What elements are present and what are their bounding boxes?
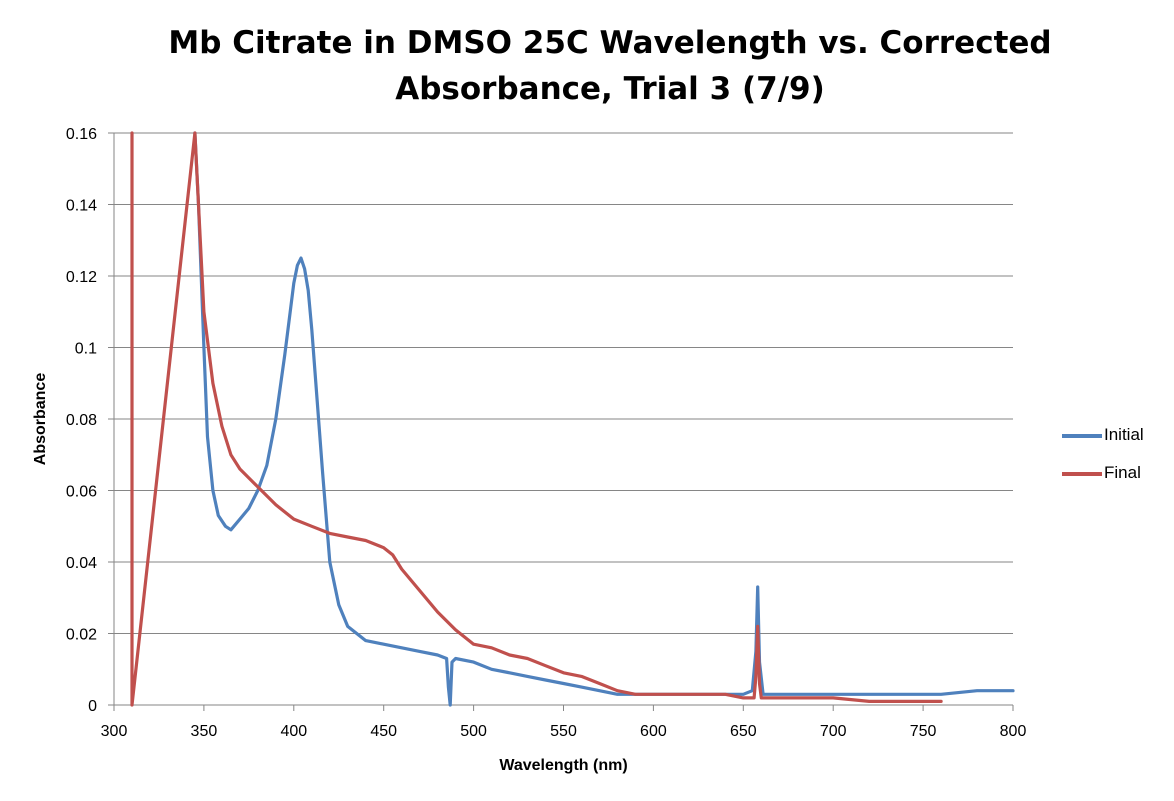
y-tick-label-1: 0.02 [66,627,97,644]
y-tick-label-6: 0.12 [66,269,97,286]
series-lines [130,131,1015,707]
x-tick-label-6: 600 [640,723,667,740]
tick-labels: 0 0.02 0.04 0.06 0.08 0.1 0.12 0.14 0.16 300 350 40… [66,126,1027,740]
legend-label-initial: Initial [1104,425,1144,444]
y-tick-label-0: 0 [88,698,97,715]
x-tick-label-4: 500 [460,723,487,740]
x-tick-label-5: 550 [550,723,577,740]
x-tick-label-1: 350 [191,723,218,740]
x-tick-label-10: 800 [1000,723,1027,740]
y-tick-label-8: 0.16 [66,126,97,143]
y-tick-label-2: 0.04 [66,555,97,572]
series-line-final [130,131,943,707]
legend-label-final: Final [1104,463,1141,482]
axes [108,132,1014,711]
legend-item-initial: Initial [1062,424,1172,462]
x-tick-label-0: 300 [101,723,128,740]
chart-title-line-2: Absorbance, Trial 3 (7/9) [395,71,825,107]
y-axis-title: Absorbance [32,373,49,466]
x-tick-label-2: 400 [280,723,307,740]
legend-item-final: Final [1062,462,1172,500]
chart-title-line-1: Mb Citrate in DMSO 25C Wavelength vs. Co… [168,25,1052,61]
y-tick-label-4: 0.08 [66,412,97,429]
chart-title: Mb Citrate in DMSO 25C Wavelength vs. Co… [150,20,1070,112]
gridlines [114,132,1013,634]
x-tick-label-7: 650 [730,723,757,740]
legend-swatch-final [1062,472,1102,476]
legend: Initial Final [1062,424,1172,500]
x-tick-label-3: 450 [370,723,397,740]
x-tick-label-9: 750 [910,723,937,740]
y-tick-label-3: 0.06 [66,484,97,501]
x-tick-label-8: 700 [820,723,847,740]
legend-swatch-initial [1062,434,1102,438]
y-tick-label-5: 0.1 [75,341,97,358]
series-line-initial [193,131,1015,707]
x-axis-title: Wavelength (nm) [499,757,627,774]
y-tick-label-7: 0.14 [66,198,97,215]
